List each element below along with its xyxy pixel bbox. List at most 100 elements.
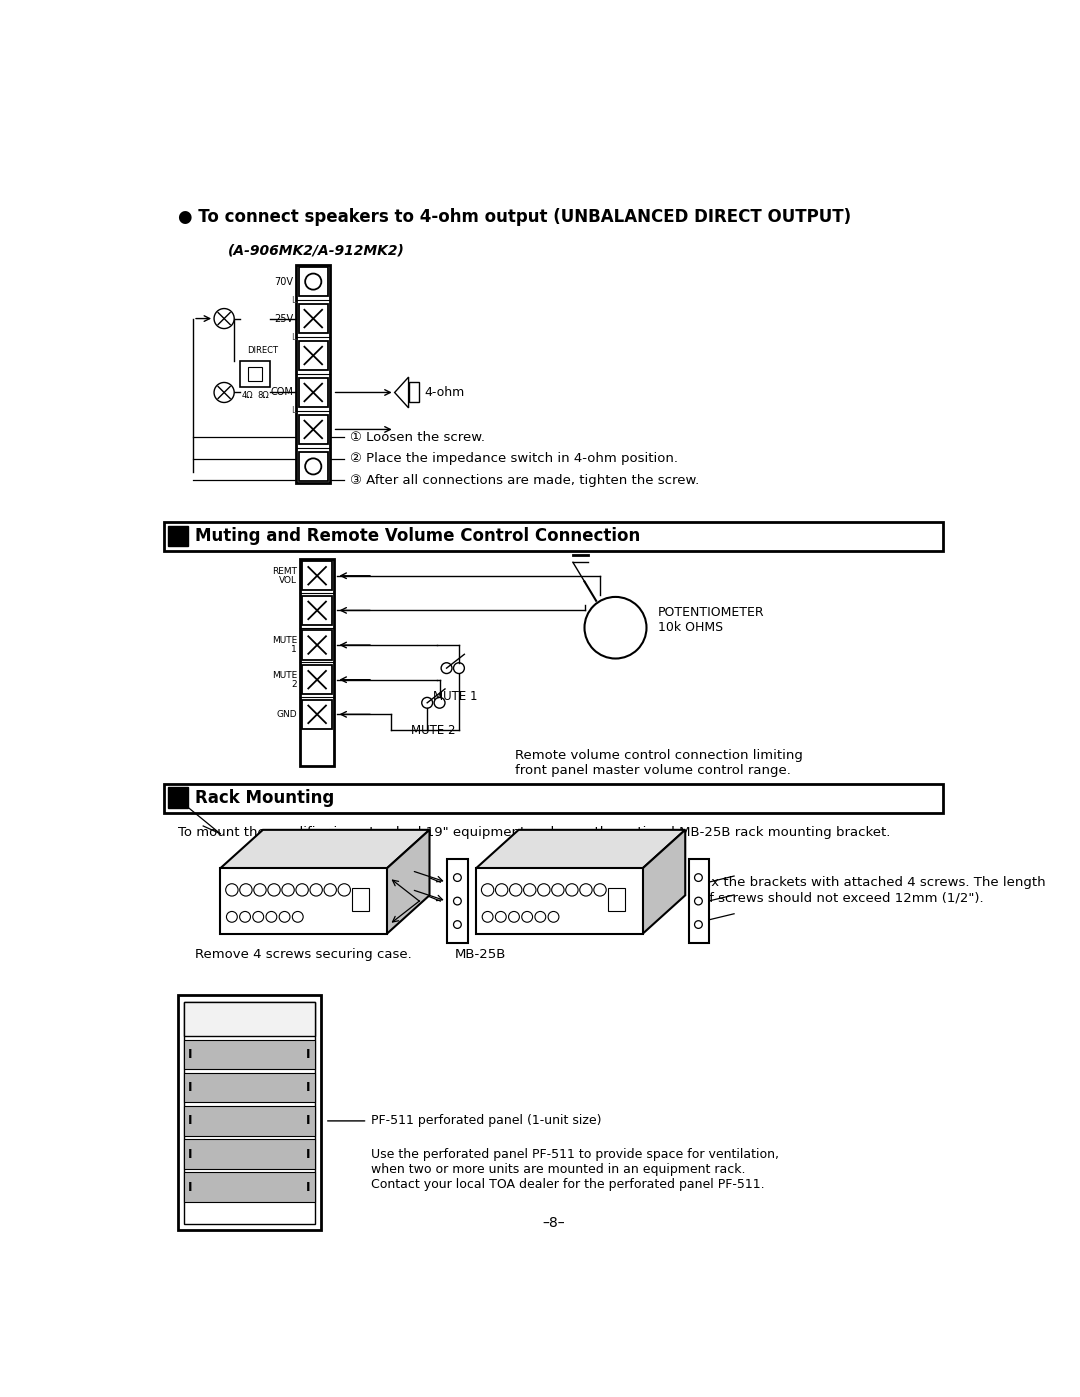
Circle shape xyxy=(496,884,508,895)
Circle shape xyxy=(548,911,559,922)
Circle shape xyxy=(538,884,550,895)
Bar xyxy=(608,887,625,911)
Text: I: I xyxy=(307,1147,311,1161)
Bar xyxy=(168,788,189,807)
Bar xyxy=(298,341,328,370)
Bar xyxy=(476,869,643,933)
Text: DIRECT: DIRECT xyxy=(247,345,279,355)
Bar xyxy=(184,1140,314,1169)
Text: ③ After all connections are made, tighten the screw.: ③ After all connections are made, tighte… xyxy=(350,474,700,486)
Circle shape xyxy=(694,921,702,929)
Bar xyxy=(298,305,328,334)
Text: To mount the amplifier in a standard 19" equipment rack, use the optional MB-25B: To mount the amplifier in a standard 19"… xyxy=(177,826,890,840)
Bar xyxy=(352,887,369,911)
Text: Remote volume control connection limiting
front panel master volume control rang: Remote volume control connection limitin… xyxy=(515,749,802,777)
Circle shape xyxy=(279,911,291,922)
Text: GND: GND xyxy=(276,710,297,719)
Circle shape xyxy=(454,921,461,929)
Bar xyxy=(220,869,387,933)
Bar xyxy=(184,1039,314,1069)
Bar xyxy=(446,859,469,943)
Text: ① Loosen the screw.: ① Loosen the screw. xyxy=(350,430,485,444)
Text: 4Ω: 4Ω xyxy=(242,391,253,400)
Circle shape xyxy=(338,884,350,895)
Circle shape xyxy=(214,309,234,328)
Circle shape xyxy=(253,911,264,922)
Circle shape xyxy=(482,884,494,895)
Text: I  Amplifier  I: I Amplifier I xyxy=(204,1013,295,1025)
Bar xyxy=(689,859,708,943)
Text: Muting and Remote Volume Control Connection: Muting and Remote Volume Control Connect… xyxy=(195,528,640,545)
Bar xyxy=(184,1002,314,1224)
Circle shape xyxy=(214,383,234,402)
Text: MUTE 2: MUTE 2 xyxy=(411,725,456,738)
Bar xyxy=(184,1002,314,1037)
Circle shape xyxy=(293,911,303,922)
Bar xyxy=(298,267,328,296)
Bar xyxy=(302,700,332,729)
Text: MB-25B: MB-25B xyxy=(455,947,505,961)
Circle shape xyxy=(454,873,461,882)
Text: L: L xyxy=(291,332,296,341)
Circle shape xyxy=(552,884,564,895)
Text: I: I xyxy=(188,1081,192,1094)
Bar xyxy=(184,1073,314,1102)
Text: 4-ohm: 4-ohm xyxy=(424,386,464,400)
Text: 70V: 70V xyxy=(274,277,293,286)
Text: I: I xyxy=(307,1081,311,1094)
Circle shape xyxy=(240,884,252,895)
Bar xyxy=(298,415,328,444)
Bar xyxy=(302,665,332,694)
Circle shape xyxy=(227,911,238,922)
Circle shape xyxy=(580,884,592,895)
Text: I: I xyxy=(188,1180,192,1193)
Circle shape xyxy=(496,911,507,922)
Bar xyxy=(248,367,262,381)
Bar xyxy=(298,451,328,481)
Bar xyxy=(177,996,321,1231)
Circle shape xyxy=(226,884,238,895)
Circle shape xyxy=(282,884,294,895)
Bar xyxy=(302,630,332,659)
Bar xyxy=(164,522,943,550)
Circle shape xyxy=(584,597,647,658)
Circle shape xyxy=(240,911,251,922)
Text: I: I xyxy=(188,1147,192,1161)
Bar xyxy=(408,383,419,402)
Bar xyxy=(302,595,332,624)
Text: 8Ω: 8Ω xyxy=(257,391,269,400)
Circle shape xyxy=(454,897,461,905)
Text: L: L xyxy=(291,407,296,415)
Text: ● To connect speakers to 4-ohm output (UNBALANCED DIRECT OUTPUT): ● To connect speakers to 4-ohm output (U… xyxy=(177,208,851,226)
Text: PF-511 perforated panel (1-unit size): PF-511 perforated panel (1-unit size) xyxy=(372,1115,602,1127)
Circle shape xyxy=(694,897,702,905)
Circle shape xyxy=(266,911,276,922)
Bar xyxy=(298,377,328,407)
Circle shape xyxy=(324,884,336,895)
Bar xyxy=(168,525,189,546)
Text: COM: COM xyxy=(270,387,293,398)
Bar xyxy=(302,562,332,591)
Text: (A-906MK2/A-912MK2): (A-906MK2/A-912MK2) xyxy=(228,243,405,257)
Polygon shape xyxy=(476,830,685,869)
Text: MUTE
2: MUTE 2 xyxy=(272,671,297,689)
Text: Fix the brackets with attached 4 screws. The length
of screws should not exceed : Fix the brackets with attached 4 screws.… xyxy=(701,876,1045,904)
Circle shape xyxy=(482,911,494,922)
Circle shape xyxy=(296,884,308,895)
Text: I: I xyxy=(188,1115,192,1127)
Circle shape xyxy=(509,911,519,922)
Text: I: I xyxy=(188,1048,192,1062)
Circle shape xyxy=(522,911,532,922)
Text: –8–: –8– xyxy=(542,1215,565,1229)
Text: POTENTIOMETER
10k OHMS: POTENTIOMETER 10k OHMS xyxy=(658,606,765,634)
Circle shape xyxy=(694,873,702,882)
Circle shape xyxy=(566,884,578,895)
Bar xyxy=(164,784,943,813)
Text: I: I xyxy=(307,1180,311,1193)
Text: Use the perforated panel PF-511 to provide space for ventilation,
when two or mo: Use the perforated panel PF-511 to provi… xyxy=(372,1148,780,1190)
Circle shape xyxy=(535,911,545,922)
Text: MUTE
1: MUTE 1 xyxy=(272,636,297,654)
Circle shape xyxy=(310,884,322,895)
Polygon shape xyxy=(394,377,408,408)
Polygon shape xyxy=(387,830,430,933)
